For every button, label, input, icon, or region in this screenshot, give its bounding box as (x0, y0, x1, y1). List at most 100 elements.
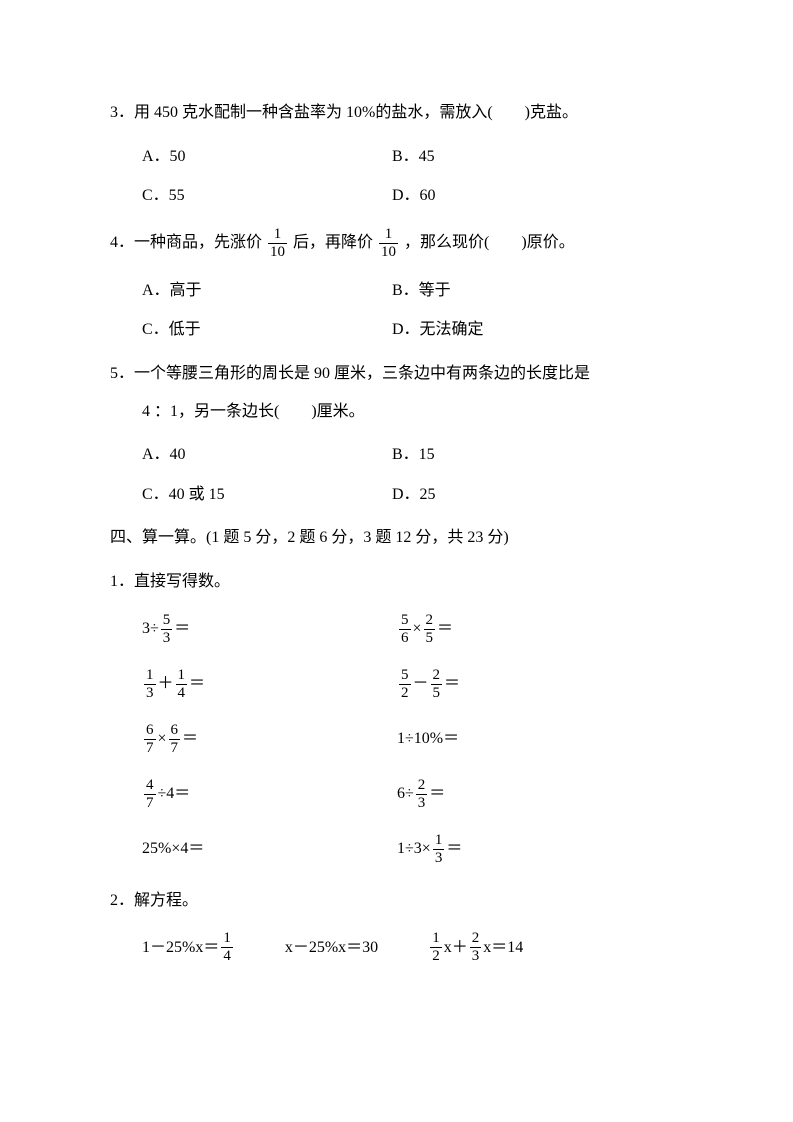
frac-den: 2 (399, 684, 411, 701)
frac-den: 7 (169, 739, 181, 756)
q5-option-a: A．40 (142, 442, 392, 468)
calc-txt: ÷4＝ (158, 781, 191, 807)
q4-frac-1: 1 10 (268, 227, 287, 260)
calc-txt: ＝ (429, 781, 445, 807)
calc-row-3: 6 7 × 6 7 ＝ 1÷10%＝ (110, 723, 683, 756)
equation-row: 1－25%x＝ 1 4 x－25%x＝30 1 2 x＋ 2 3 x＝14 (110, 931, 683, 964)
frac-num: 2 (416, 778, 428, 794)
q3-option-c: C．55 (142, 183, 392, 209)
frac-num: 1 (430, 931, 442, 947)
frac-num: 4 (144, 778, 156, 794)
frac-num: 2 (424, 613, 436, 629)
frac: 1 2 (430, 931, 442, 964)
eq-1: 1－25%x＝ 1 4 (142, 931, 235, 964)
section-4-title: 四、算一算。(1 题 5 分，2 题 6 分，3 题 12 分，共 23 分) (110, 525, 683, 551)
frac-den: 3 (161, 629, 173, 646)
frac: 2 5 (431, 668, 443, 701)
calc-txt: × (158, 726, 167, 752)
frac-num: 1 (176, 668, 188, 684)
eq-txt: 1－25%x＝ (142, 935, 219, 961)
calc-txt: ＝ (189, 671, 205, 697)
q4-option-d: D．无法确定 (392, 317, 683, 343)
frac-den: 4 (176, 684, 188, 701)
frac: 4 7 (144, 778, 156, 811)
q5-options-row2: C．40 或 15 D．25 (110, 482, 683, 508)
frac-num: 5 (399, 668, 411, 684)
frac-den: 3 (433, 849, 445, 866)
frac: 5 6 (399, 613, 411, 646)
calc-txt: ＋ (158, 671, 174, 697)
q3-options-row1: A．50 B．45 (110, 144, 683, 170)
q4-stem-mid: 后，再降价 (293, 230, 373, 256)
calc-txt: 6÷ (397, 781, 414, 807)
calc-row-4: 4 7 ÷4＝ 6÷ 2 3 ＝ (110, 778, 683, 811)
calc-txt: 3÷ (142, 616, 159, 642)
calc-txt: ＝ (444, 671, 460, 697)
q5-options-row1: A．40 B．15 (110, 442, 683, 468)
frac: 2 3 (470, 931, 482, 964)
section-4-sub1: 1．直接写得数。 (110, 569, 683, 595)
calc-5b: 1÷3× 1 3 ＝ (397, 833, 683, 866)
frac-den: 6 (399, 629, 411, 646)
frac: 2 5 (424, 613, 436, 646)
calc-3b: 1÷10%＝ (397, 726, 683, 752)
frac: 2 3 (416, 778, 428, 811)
frac-den: 3 (144, 684, 156, 701)
eq-txt: x＋ (444, 935, 468, 961)
q5-stem-line2: 4 ：1，另一条边长( )厘米。 (110, 399, 683, 425)
eq-txt: x－25%x＝30 (285, 935, 378, 961)
calc-txt: ＝ (174, 616, 190, 642)
frac-num: 1 (144, 668, 156, 684)
calc-txt: ＝ (182, 726, 198, 752)
calc-txt: × (413, 616, 422, 642)
frac-num: 5 (399, 613, 411, 629)
calc-4a: 4 7 ÷4＝ (142, 778, 397, 811)
frac-num: 5 (161, 613, 173, 629)
frac: 1 4 (176, 668, 188, 701)
q3-option-a: A．50 (142, 144, 392, 170)
frac-den: 3 (470, 947, 482, 964)
eq-2: x－25%x＝30 (285, 931, 378, 964)
calc-1b: 5 6 × 2 5 ＝ (397, 613, 683, 646)
calc-2b: 5 2 － 2 5 ＝ (397, 668, 683, 701)
eq-txt: x＝14 (483, 935, 523, 961)
calc-row-5: 25%×4＝ 1÷3× 1 3 ＝ (110, 833, 683, 866)
frac-den: 3 (416, 794, 428, 811)
frac: 6 7 (144, 723, 156, 756)
frac-num: 1 (221, 931, 233, 947)
frac: 1 4 (221, 931, 233, 964)
q4-options-row2: C．低于 D．无法确定 (110, 317, 683, 343)
frac-num: 2 (431, 668, 443, 684)
frac-den: 5 (424, 629, 436, 646)
frac-den: 7 (144, 794, 156, 811)
q4-stem: 4．一种商品，先涨价 1 10 后，再降价 1 10 ，那么现价( )原价。 (110, 227, 683, 260)
calc-4b: 6÷ 2 3 ＝ (397, 778, 683, 811)
frac-den: 10 (268, 243, 287, 260)
q4-option-b: B．等于 (392, 278, 683, 304)
frac: 1 3 (144, 668, 156, 701)
calc-txt: 1÷3× (397, 836, 431, 862)
frac-den: 4 (221, 947, 233, 964)
frac-den: 10 (379, 243, 398, 260)
eq-3: 1 2 x＋ 2 3 x＝14 (428, 931, 523, 964)
frac-num: 2 (470, 931, 482, 947)
q3-option-d: D．60 (392, 183, 683, 209)
frac: 6 7 (169, 723, 181, 756)
frac: 5 3 (161, 613, 173, 646)
q4-stem-pre: 4．一种商品，先涨价 (110, 230, 262, 256)
calc-3a: 6 7 × 6 7 ＝ (142, 723, 397, 756)
q5-option-c: C．40 或 15 (142, 482, 392, 508)
q3-options-row2: C．55 D．60 (110, 183, 683, 209)
q4-stem-post: ，那么现价( )原价。 (404, 230, 575, 256)
calc-1a: 3÷ 5 3 ＝ (142, 613, 397, 646)
frac: 1 3 (433, 833, 445, 866)
q3-stem: 3．用 450 克水配制一种含盐率为 10%的盐水，需放入( )克盐。 (110, 100, 683, 126)
calc-row-2: 1 3 ＋ 1 4 ＝ 5 2 － 2 5 ＝ (110, 668, 683, 701)
q5-stem-line1: 5．一个等腰三角形的周长是 90 厘米，三条边中有两条边的长度比是 (110, 361, 683, 387)
frac-num: 1 (433, 833, 445, 849)
q4-option-c: C．低于 (142, 317, 392, 343)
frac-den: 7 (144, 739, 156, 756)
q3-option-b: B．45 (392, 144, 683, 170)
calc-txt: ＝ (437, 616, 453, 642)
calc-txt: 1÷10%＝ (397, 726, 459, 752)
